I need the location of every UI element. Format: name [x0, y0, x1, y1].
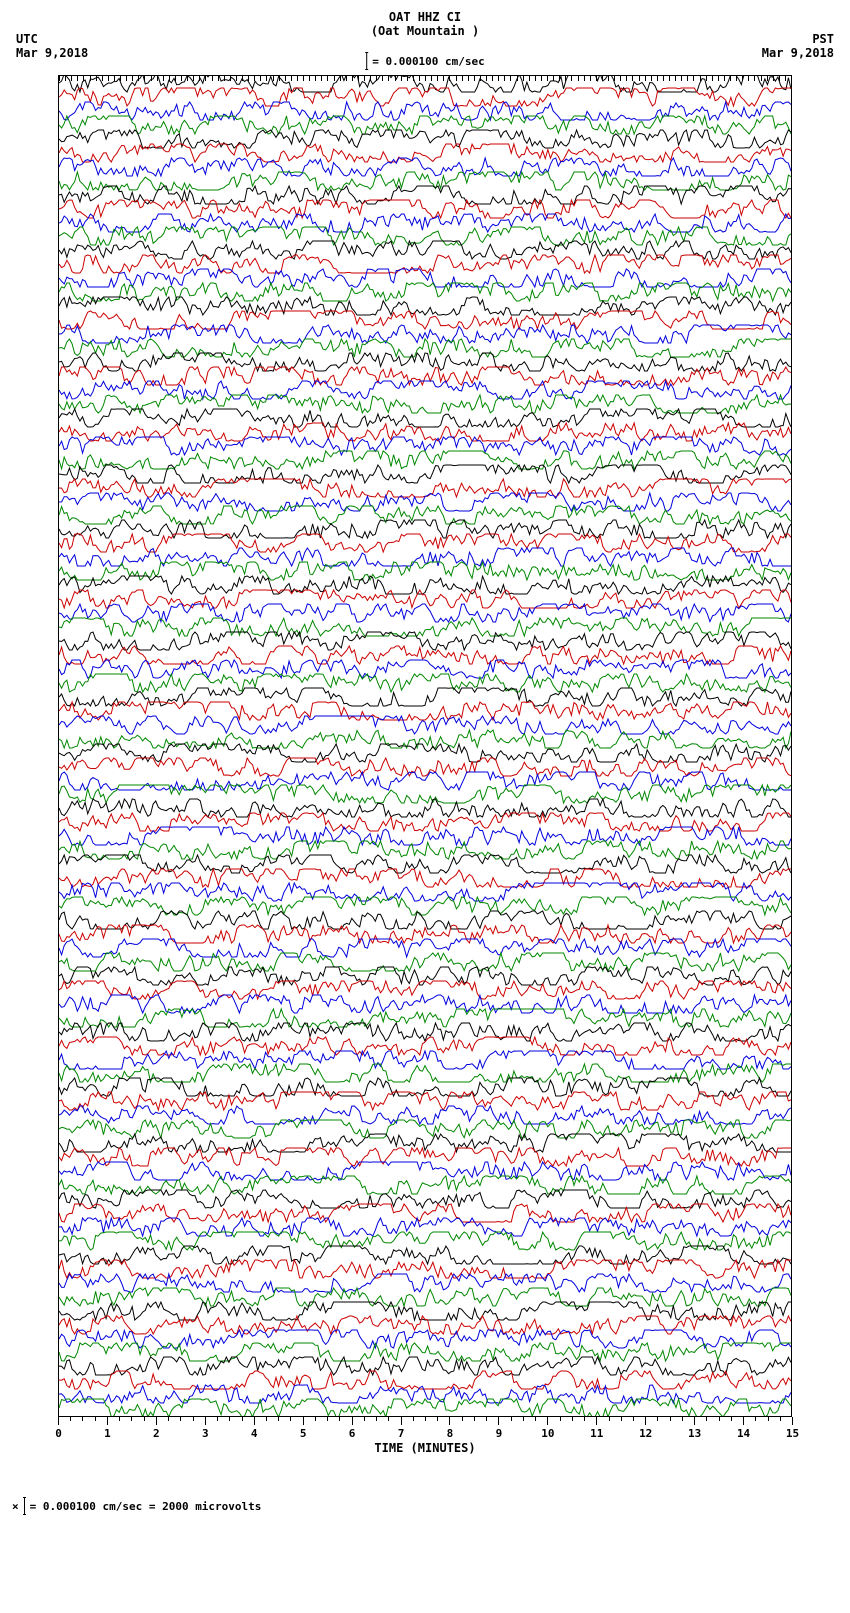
x-tick-label: 1	[104, 1427, 111, 1440]
x-tick-label: 6	[349, 1427, 356, 1440]
x-tick: 12	[645, 1417, 646, 1425]
x-tick-label: 8	[447, 1427, 454, 1440]
pst-hour-label: 15:15	[791, 914, 792, 927]
x-tick: 6	[352, 1417, 353, 1425]
pst-hour-label: 08:15	[791, 523, 792, 536]
pst-hour-label: 13:15	[791, 802, 792, 815]
header: OAT HHZ CI (Oat Mountain ) UTC Mar 9,201…	[10, 10, 840, 75]
x-tick: 14	[743, 1417, 744, 1425]
left-tz: UTC	[16, 32, 88, 46]
footer-text: = 0.000100 cm/sec = 2000 microvolts	[30, 1500, 262, 1513]
x-axis: TIME (MINUTES) 0123456789101112131415	[58, 1417, 792, 1457]
x-tick: 7	[401, 1417, 402, 1425]
x-axis-title: TIME (MINUTES)	[374, 1441, 475, 1455]
x-tick-label: 4	[251, 1427, 258, 1440]
pst-hour-label: 21:15	[791, 1248, 792, 1261]
x-tick: 5	[303, 1417, 304, 1425]
pst-hour-label: 16:15	[791, 969, 792, 982]
right-date-block: PST Mar 9,2018	[762, 32, 834, 60]
x-tick-label: 11	[590, 1427, 603, 1440]
x-tick-label: 2	[153, 1427, 160, 1440]
pst-hour-label: 09:15	[791, 579, 792, 592]
pst-hour-label: 22:15	[791, 1304, 792, 1317]
x-tick: 8	[449, 1417, 450, 1425]
x-tick: 3	[205, 1417, 206, 1425]
pst-hour-label: 12:15	[791, 746, 792, 759]
pst-hour-label: 17:15	[791, 1025, 792, 1038]
minor-ticks	[58, 1417, 792, 1422]
x-tick-label: 13	[688, 1427, 701, 1440]
x-tick: 2	[156, 1417, 157, 1425]
pst-hour-label: 02:15	[791, 188, 792, 201]
x-tick: 0	[58, 1417, 59, 1425]
left-date: Mar 9,2018	[16, 46, 88, 60]
x-tick-label: 12	[639, 1427, 652, 1440]
helicorder-plot: 08:0000:1509:0001:1510:0002:1511:0003:15…	[58, 75, 792, 1417]
right-tz: PST	[762, 32, 834, 46]
pst-hour-label: 23:15	[791, 1360, 792, 1373]
pst-hour-label: 04:15	[791, 300, 792, 313]
pst-hour-label: 06:15	[791, 411, 792, 424]
x-tick: 15	[792, 1417, 793, 1425]
trace-row	[59, 1401, 791, 1415]
pst-hour-label: 18:15	[791, 1081, 792, 1094]
station-code: OAT HHZ CI	[371, 10, 479, 24]
top-tick-row	[59, 76, 791, 82]
x-tick-label: 7	[398, 1427, 405, 1440]
x-tick: 9	[498, 1417, 499, 1425]
x-tick-label: 0	[55, 1427, 62, 1440]
scale-bar-icon	[365, 52, 368, 70]
x-tick-label: 14	[737, 1427, 750, 1440]
left-date-block: UTC Mar 9,2018	[16, 32, 88, 60]
pst-hour-label: 19:15	[791, 1137, 792, 1150]
x-tick: 13	[694, 1417, 695, 1425]
pst-hour-label: 00:15	[791, 77, 792, 90]
footer-prefix: ×	[12, 1500, 19, 1513]
pst-hour-label: 11:15	[791, 690, 792, 703]
title-block: OAT HHZ CI (Oat Mountain )	[371, 10, 479, 38]
x-tick: 11	[596, 1417, 597, 1425]
x-tick-label: 5	[300, 1427, 307, 1440]
right-date: Mar 9,2018	[762, 46, 834, 60]
pst-hour-label: 01:15	[791, 132, 792, 145]
station-name: (Oat Mountain )	[371, 24, 479, 38]
scale-indicator: = 0.000100 cm/sec	[365, 52, 485, 70]
pst-hour-label: 20:15	[791, 1193, 792, 1206]
x-tick: 1	[107, 1417, 108, 1425]
x-tick-label: 3	[202, 1427, 209, 1440]
pst-hour-label: 03:15	[791, 244, 792, 257]
pst-hour-label: 05:15	[791, 356, 792, 369]
x-tick: 10	[547, 1417, 548, 1425]
x-tick-label: 10	[541, 1427, 554, 1440]
pst-hour-label: 07:15	[791, 467, 792, 480]
pst-hour-label: 14:15	[791, 858, 792, 871]
pst-hour-label: 10:15	[791, 635, 792, 648]
footer-scale: × = 0.000100 cm/sec = 2000 microvolts	[10, 1497, 840, 1515]
x-tick-label: 9	[496, 1427, 503, 1440]
x-tick: 4	[254, 1417, 255, 1425]
scale-bar-icon	[23, 1497, 26, 1515]
x-tick-label: 15	[786, 1427, 799, 1440]
scale-text: = 0.000100 cm/sec	[372, 55, 485, 68]
